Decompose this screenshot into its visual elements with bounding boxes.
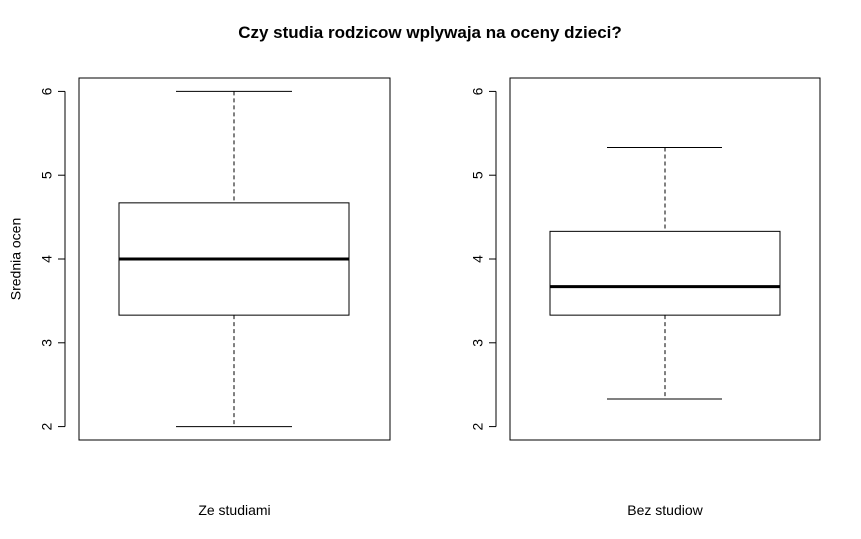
x-axis-label: Bez studiow [627, 502, 703, 518]
y-tick-label: 5 [470, 171, 486, 179]
y-tick-label: 3 [470, 339, 486, 347]
y-tick-label: 3 [39, 339, 55, 347]
plot-frame [509, 77, 821, 441]
y-tick-label: 2 [39, 422, 55, 430]
y-tick-label: 6 [470, 87, 486, 95]
y-tick-label: 2 [470, 422, 486, 430]
y-axis-label: Srednia ocen [8, 218, 24, 301]
y-tick-label: 4 [39, 255, 55, 263]
iqr-box [549, 230, 781, 316]
y-tick-label: 5 [39, 171, 55, 179]
panel-ze-studiami: 2 3 4 5 6 Ze studiami Srednia ocen [8, 77, 391, 518]
y-tick-label: 4 [470, 255, 486, 263]
y-tick-label: 6 [39, 87, 55, 95]
x-axis-label: Ze studiami [198, 502, 270, 518]
panel-bez-studiow: 2 3 4 5 6 Bez studiow [470, 77, 821, 518]
plot-frame [78, 77, 391, 441]
chart-title: Czy studia rodzicow wplywaja na oceny dz… [238, 23, 622, 42]
